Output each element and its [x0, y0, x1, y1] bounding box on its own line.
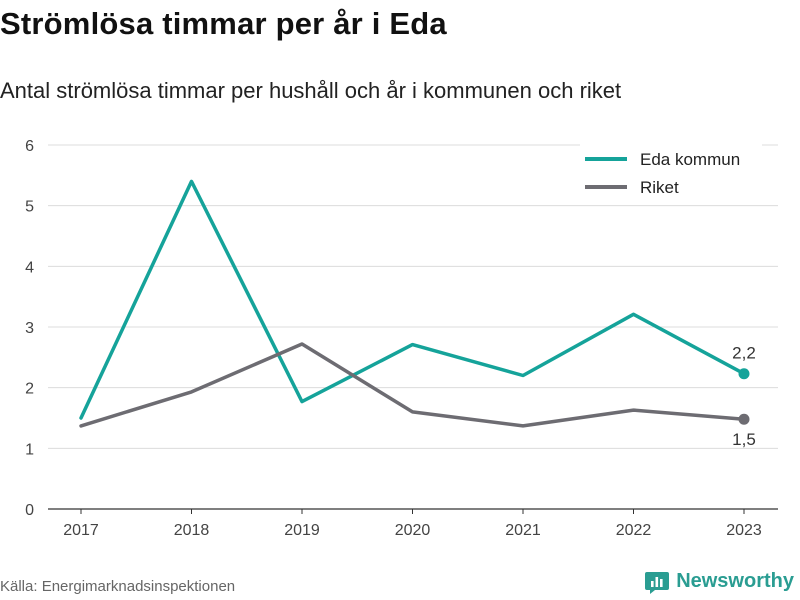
series-end-point-1 — [738, 368, 750, 380]
chart-subtitle: Antal strömlösa timmar per hushåll och å… — [0, 78, 622, 103]
legend-label-2: Riket — [640, 178, 679, 197]
y-tick-label: 4 — [25, 259, 34, 276]
y-axis: 0 1 2 3 4 5 6 — [25, 138, 34, 519]
x-tick-label: 2018 — [174, 522, 210, 539]
series-lines: 2,2 1,5 — [79, 179, 756, 449]
y-tick-label: 0 — [25, 502, 34, 519]
legend-background — [580, 143, 762, 205]
legend: Eda kommun Riket — [580, 143, 762, 205]
y-tick-label: 2 — [25, 381, 34, 398]
y-tick-label: 6 — [25, 138, 34, 155]
x-tick-label: 2019 — [284, 522, 320, 539]
x-tick-label: 2021 — [505, 522, 541, 539]
series-end-point-2 — [738, 413, 750, 425]
end-value-label-1: 2,2 — [732, 344, 756, 363]
chart-title: Strömlösa timmar per år i Eda — [0, 6, 447, 41]
brand-name: Newsworthy — [676, 569, 794, 592]
end-value-label-2: 1,5 — [732, 430, 756, 449]
newsworthy-logo-icon — [645, 572, 670, 594]
x-tick-label: 2020 — [395, 522, 431, 539]
x-tick-label: 2023 — [726, 522, 762, 539]
brand[interactable]: Newsworthy — [644, 568, 794, 594]
source-note: Källa: Energimarknadsinspektionen — [0, 578, 236, 595]
x-tick-label: 2022 — [616, 522, 652, 539]
series-line-1 — [79, 179, 746, 420]
legend-label-1: Eda kommun — [640, 150, 740, 169]
x-tick-label: 2017 — [63, 522, 99, 539]
y-tick-label: 3 — [25, 320, 34, 337]
y-tick-label: 1 — [25, 441, 34, 458]
series-line-2 — [79, 342, 746, 428]
x-axis: 2017 2018 2019 2020 2021 2022 2023 — [48, 508, 778, 539]
y-tick-label: 5 — [25, 199, 34, 216]
